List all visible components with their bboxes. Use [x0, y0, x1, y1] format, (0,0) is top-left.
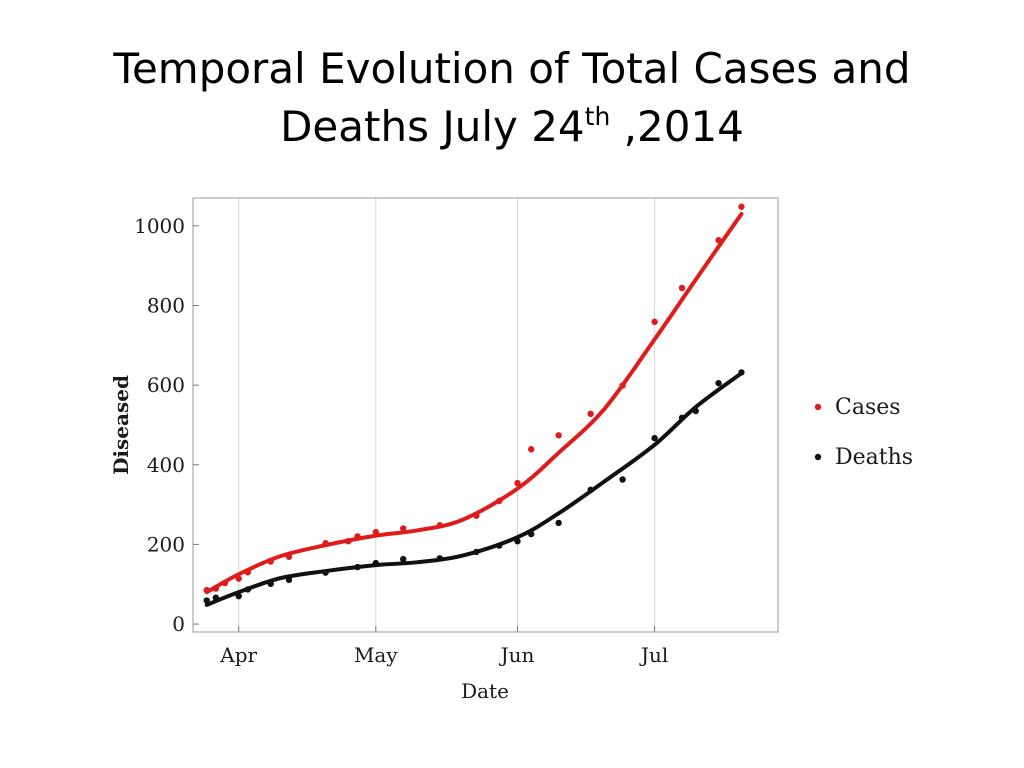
y-tick-label: 1000 [134, 214, 185, 238]
deaths-data-point [473, 548, 480, 556]
cases-data-point [619, 382, 626, 389]
deaths-data-point [285, 576, 293, 584]
cases-data-point [400, 525, 407, 532]
deaths-data-point [514, 538, 521, 545]
deaths-data-point [212, 594, 220, 601]
cases-data-point [244, 569, 252, 576]
cases-data-point [587, 410, 594, 418]
legend-deaths-marker [814, 453, 822, 461]
y-tick-label: 200 [147, 532, 185, 556]
deaths-data-point [372, 559, 380, 567]
legend-deaths-label: Deaths [835, 445, 913, 470]
deaths-data-point [244, 586, 252, 593]
x-tick-label: Jun [499, 643, 535, 667]
x-axis-label: Date [461, 679, 509, 703]
deaths-data-point [555, 519, 562, 527]
cases-data-point [528, 446, 535, 453]
deaths-series [203, 369, 745, 607]
deaths-data-point [619, 476, 626, 483]
cases-data-point [267, 558, 274, 565]
cases-data-point [514, 479, 521, 487]
cases-data-point [203, 586, 210, 594]
cases-deaths-chart: Apr May Jun Jul 0 200 400 600 800 1000 Cases Death… [109, 197, 913, 703]
legend: Cases Deaths [814, 395, 913, 470]
deaths-data-point [651, 434, 658, 442]
legend-cases-marker [814, 403, 822, 411]
cases-series [203, 203, 745, 595]
deaths-data-point [322, 569, 329, 576]
cases-data-point [285, 553, 293, 560]
deaths-data-point [528, 530, 535, 538]
title-line-2: Deaths July 24th ,2014 [0, 98, 1024, 156]
title-line-1: Temporal Evolution of Total Cases and [113, 44, 911, 93]
cases-data-point [496, 497, 503, 505]
cases-data-point [738, 203, 745, 210]
cases-data-point [322, 540, 329, 547]
x-tick-label: Jul [639, 643, 668, 667]
cases-fit-curve [204, 211, 744, 595]
deaths-data-point [400, 555, 407, 563]
plot-frame [192, 197, 779, 633]
y-tick-label: 600 [147, 373, 185, 397]
cases-data-point [372, 528, 380, 536]
cases-data-point [473, 512, 480, 519]
deaths-data-point [354, 563, 361, 571]
cases-data-point [651, 318, 658, 326]
grid-lines [238, 198, 656, 632]
y-tick-label: 400 [147, 453, 185, 477]
legend-cases-label: Cases [835, 395, 901, 420]
deaths-data-point [692, 407, 699, 415]
cases-data-point [345, 538, 352, 545]
cases-data-point [678, 284, 686, 292]
deaths-data-point [587, 486, 594, 494]
cases-data-point [212, 585, 220, 592]
title-line-2-superscript: th [584, 102, 611, 131]
y-axis-label: Diseased [109, 375, 133, 475]
cases-data-point [235, 575, 242, 582]
deaths-data-point [738, 369, 745, 376]
x-tick-label: Apr [219, 643, 257, 667]
deaths-data-point [235, 592, 242, 600]
y-tick-label: 0 [172, 612, 185, 636]
deaths-fit-curve [204, 371, 744, 607]
deaths-data-point [203, 597, 210, 604]
deaths-data-point [678, 414, 686, 421]
deaths-data-point [436, 555, 443, 562]
cases-data-point [221, 579, 229, 587]
deaths-data-point [496, 542, 503, 549]
data-series [203, 203, 745, 607]
cases-data-point [715, 237, 722, 244]
deaths-data-point [715, 379, 722, 387]
axes: Apr May Jun Jul 0 200 400 600 800 1000 [134, 214, 668, 667]
cases-data-point [354, 533, 361, 540]
slide-title: Temporal Evolution of Total Cases and De… [0, 40, 1024, 156]
y-tick-label: 800 [147, 294, 185, 318]
deaths-data-point [267, 580, 274, 588]
cases-data-point [436, 522, 443, 529]
title-line-2-main: Deaths July 24 [280, 102, 585, 151]
cases-data-point [555, 432, 562, 439]
title-line-2-tail: ,2014 [610, 102, 744, 151]
x-tick-label: May [354, 643, 398, 667]
